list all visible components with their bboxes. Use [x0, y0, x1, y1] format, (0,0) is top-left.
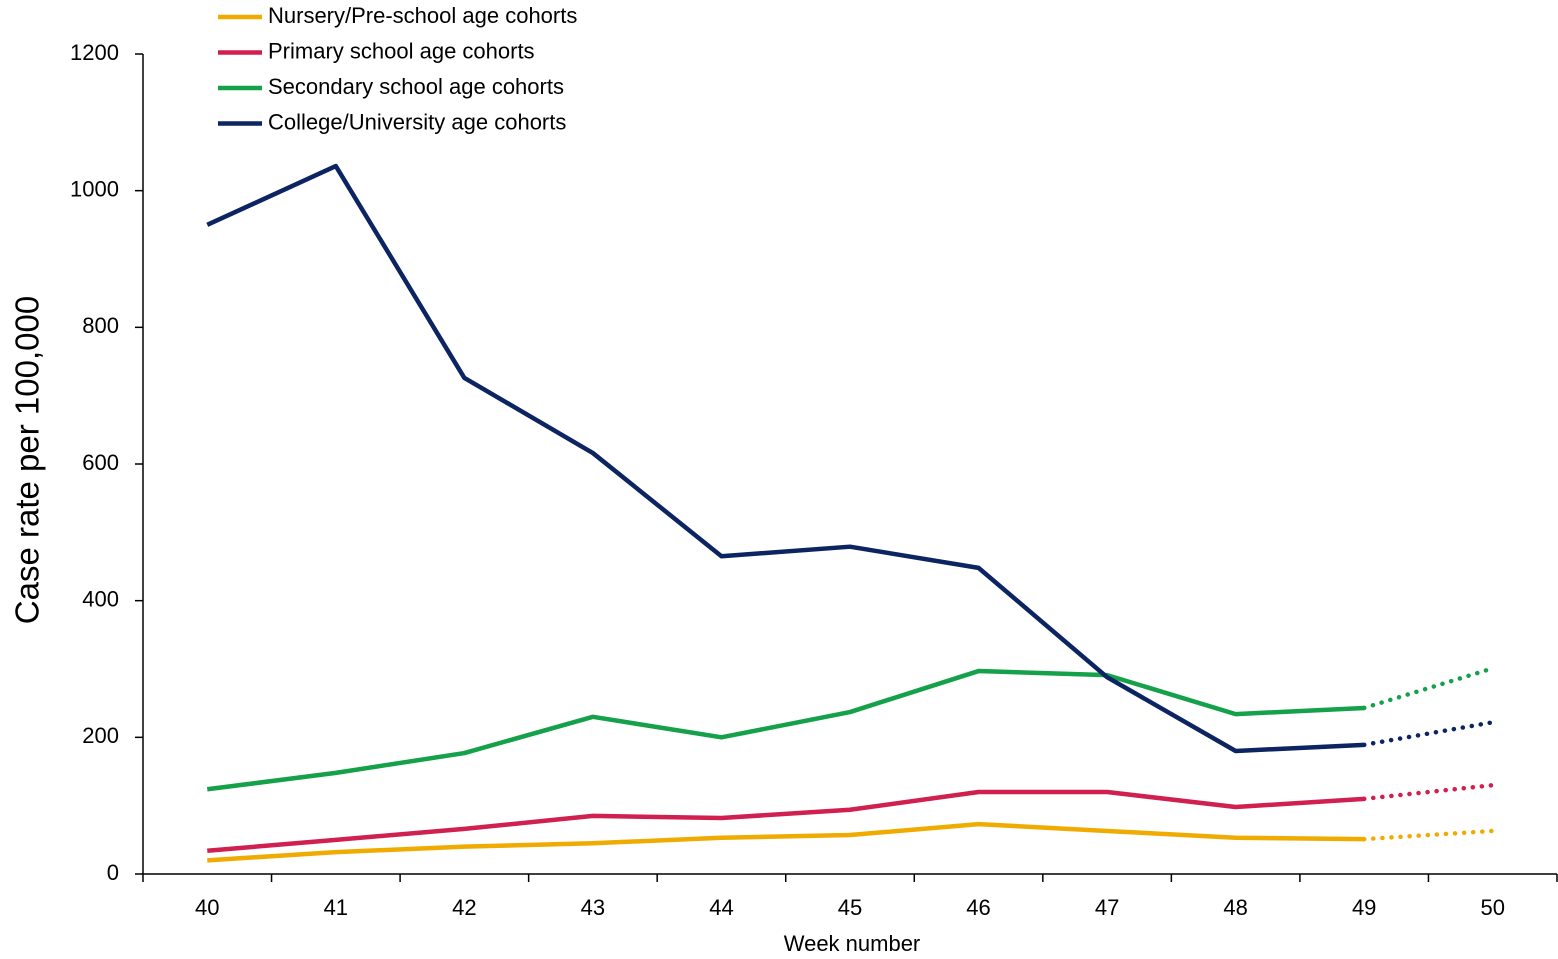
series-line	[206, 668, 1365, 792]
series-line-projected	[1361, 782, 1495, 802]
x-tick-label: 42	[452, 895, 476, 920]
series-line-projected	[1361, 720, 1495, 748]
y-tick-label: 0	[107, 860, 119, 885]
x-tick-label: 41	[324, 895, 348, 920]
x-tick-label: 47	[1095, 895, 1119, 920]
y-tick-label: 1200	[70, 40, 119, 65]
y-tick-label: 800	[82, 313, 119, 338]
y-tick-label: 400	[82, 586, 119, 611]
x-tick-label: 49	[1352, 895, 1376, 920]
x-tick-label: 43	[581, 895, 605, 920]
x-tick-label: 44	[709, 895, 733, 920]
x-tick-label: 48	[1223, 895, 1247, 920]
legend-label: Primary school age cohorts	[268, 38, 535, 63]
series-line	[207, 789, 1365, 854]
x-tick-label: 46	[966, 895, 990, 920]
x-tick-label: 40	[195, 895, 219, 920]
y-tick-label: 1000	[70, 176, 119, 201]
y-tick-label: 200	[82, 723, 119, 748]
x-axis-title: Week number	[784, 931, 921, 956]
series-line	[206, 163, 1365, 754]
legend-label: Secondary school age cohorts	[268, 74, 564, 99]
legend-label: Nursery/Pre-school age cohorts	[268, 3, 577, 28]
series-line-projected	[1361, 828, 1495, 842]
legend-label: College/University age cohorts	[268, 109, 566, 134]
y-axis-title: Case rate per 100,000	[9, 296, 46, 624]
x-tick-label: 50	[1480, 895, 1504, 920]
y-tick-label: 600	[82, 450, 119, 475]
x-tick-label: 45	[838, 895, 862, 920]
series-line-projected	[1361, 666, 1495, 711]
series-line	[207, 821, 1365, 863]
